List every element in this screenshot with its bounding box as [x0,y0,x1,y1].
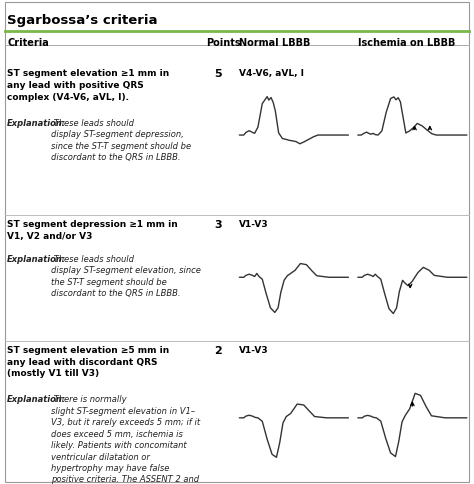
Text: There is normally
slight ST-segment elevation in V1–
V3, but it rarely exceeds 5: There is normally slight ST-segment elev… [51,394,200,484]
Text: ST segment elevation ≥1 mm in
any lead with positive QRS
complex (V4-V6, aVL, I): ST segment elevation ≥1 mm in any lead w… [7,69,169,102]
Text: Ischemia on LBBB: Ischemia on LBBB [358,38,455,48]
Text: These leads should
display ST-segment elevation, since
the ST-T segment should b: These leads should display ST-segment el… [51,254,201,297]
Text: V1-V3: V1-V3 [239,219,269,228]
Text: V1-V3: V1-V3 [239,345,269,354]
Text: Explanation:: Explanation: [7,394,66,404]
Text: ST segment depression ≥1 mm in
V1, V2 and/or V3: ST segment depression ≥1 mm in V1, V2 an… [7,219,178,240]
Text: Explanation:: Explanation: [7,119,66,128]
Text: Sgarbossa’s criteria: Sgarbossa’s criteria [7,14,158,27]
Text: ST segment elevation ≥5 mm in
any lead with discordant QRS
(mostly V1 till V3): ST segment elevation ≥5 mm in any lead w… [7,345,169,378]
Text: 3: 3 [214,219,222,229]
Text: V4-V6, aVL, I: V4-V6, aVL, I [239,69,304,78]
Text: 2: 2 [214,345,222,355]
Text: 5: 5 [214,69,222,79]
Text: Points: Points [206,38,241,48]
Text: Normal LBBB: Normal LBBB [239,38,311,48]
Text: Criteria: Criteria [7,38,49,48]
Text: These leads should
display ST-segment depression,
since the ST-T segment should : These leads should display ST-segment de… [51,119,191,162]
Text: Explanation:: Explanation: [7,254,66,263]
